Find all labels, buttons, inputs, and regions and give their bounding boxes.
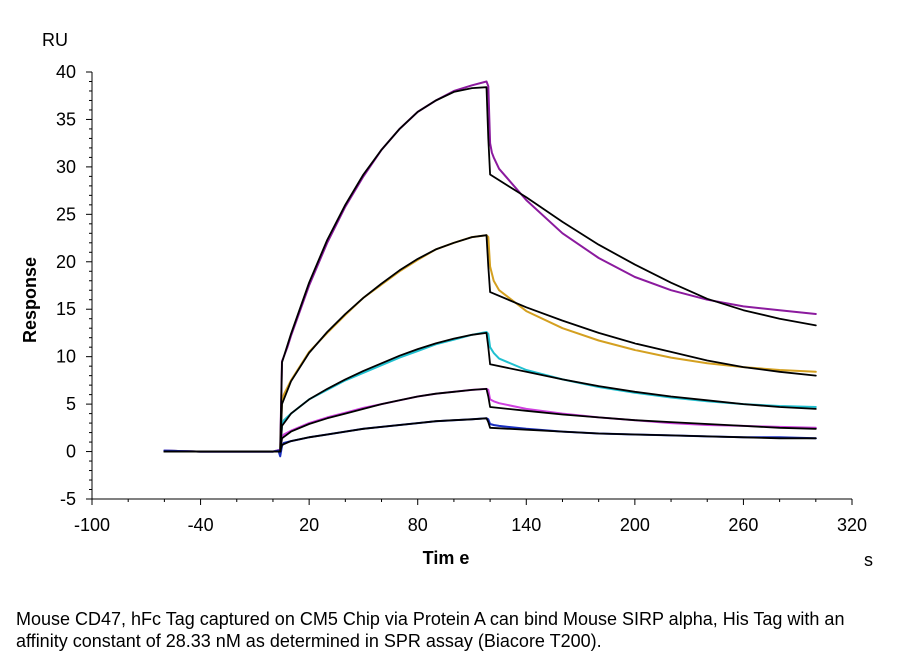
x-tick-label: 200 bbox=[620, 515, 650, 535]
x-tick-label: 320 bbox=[837, 515, 867, 535]
series-line-2-measured bbox=[163, 331, 817, 453]
x-tick-label: 20 bbox=[299, 515, 319, 535]
spr-sensorgram-chart: RU -5 0 5 10 15 20 25 30 35 40 -100 -40 20 80 140 200 2… bbox=[20, 30, 873, 570]
y-axis: -5 0 5 10 15 20 25 30 35 40 bbox=[56, 62, 92, 509]
y-tick-label: 15 bbox=[56, 299, 76, 319]
y-tick-label: 30 bbox=[56, 157, 76, 177]
y-tick-label: -5 bbox=[60, 489, 76, 509]
x-tick-label: -100 bbox=[74, 515, 110, 535]
series-line-3-measured bbox=[163, 387, 817, 453]
y-tick-label: 20 bbox=[56, 252, 76, 272]
x-unit-label: s bbox=[864, 550, 873, 570]
x-axis-title: Tim e bbox=[423, 548, 470, 568]
x-tick-label: 260 bbox=[728, 515, 758, 535]
y-axis-title: Response bbox=[20, 257, 40, 343]
x-tick-label: -40 bbox=[188, 515, 214, 535]
y-tick-label: 25 bbox=[56, 204, 76, 224]
y-tick-label: 5 bbox=[66, 394, 76, 414]
series-line-9-fit bbox=[163, 417, 817, 453]
y-unit-label: RU bbox=[42, 30, 68, 50]
y-tick-label: 35 bbox=[56, 109, 76, 129]
x-tick-label: 140 bbox=[511, 515, 541, 535]
series-line-7-fit bbox=[163, 331, 817, 453]
series-line-6-fit bbox=[163, 234, 817, 453]
figure-caption: Mouse CD47, hFc Tag captured on CM5 Chip… bbox=[16, 609, 845, 651]
series-line-5-fit bbox=[163, 86, 817, 453]
y-tick-label: 40 bbox=[56, 62, 76, 82]
y-tick-label: 0 bbox=[66, 442, 76, 462]
y-tick-label: 10 bbox=[56, 347, 76, 367]
series-line-8-fit bbox=[163, 387, 817, 453]
x-axis: -100 -40 20 80 140 200 260 320 bbox=[74, 499, 867, 535]
series-group bbox=[163, 80, 817, 458]
x-tick-label: 80 bbox=[408, 515, 428, 535]
